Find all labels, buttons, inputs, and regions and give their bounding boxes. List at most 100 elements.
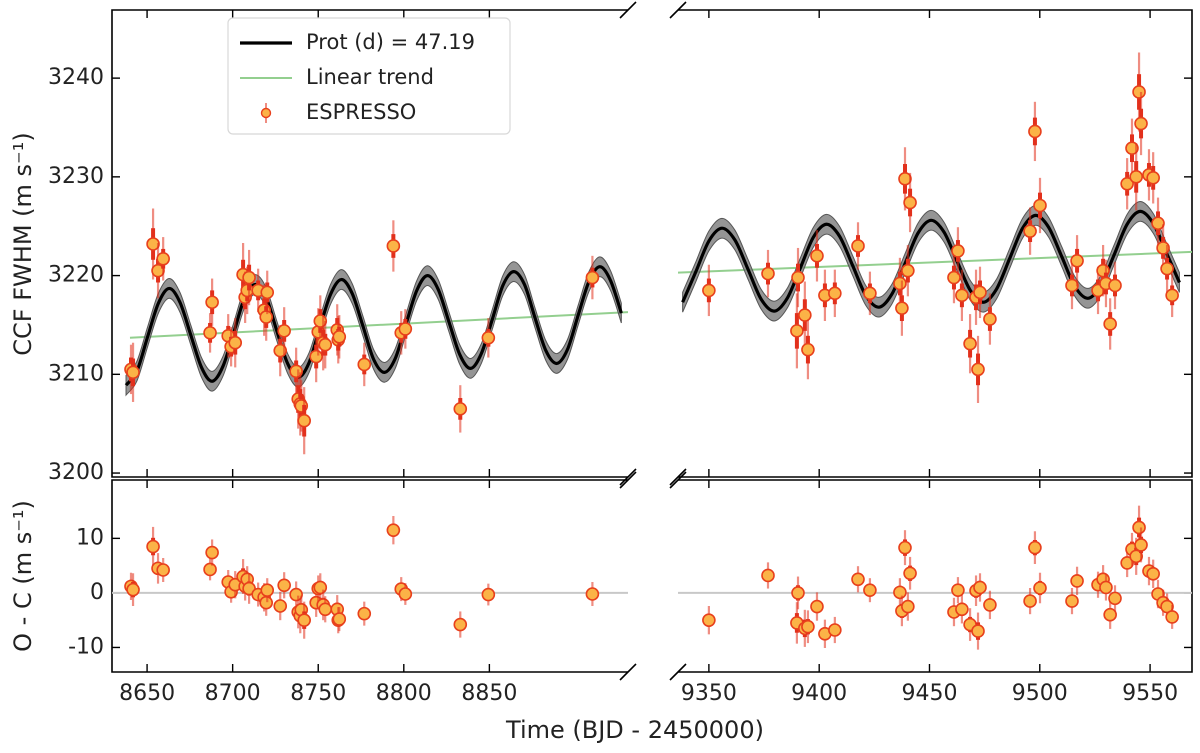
data-point <box>357 606 372 621</box>
data-point <box>1151 216 1165 231</box>
data-point <box>903 566 917 581</box>
y-tick-label: 3210 <box>48 361 104 386</box>
data-point <box>898 540 912 555</box>
data-point <box>126 365 140 380</box>
y-axis-label: O - C (m s⁻¹) <box>9 500 37 652</box>
data-point <box>1165 288 1179 303</box>
data-point <box>801 619 815 634</box>
y-axis-label: CCF FWHM (m s⁻¹) <box>9 132 37 355</box>
data-point <box>1065 594 1079 608</box>
data-point <box>1108 278 1122 293</box>
data-point <box>798 308 812 322</box>
data-point <box>973 285 987 300</box>
data-point <box>1070 574 1084 588</box>
data-point <box>971 624 985 638</box>
data-point <box>205 545 219 560</box>
data-point <box>481 330 496 345</box>
x-axis-label: Time (BJD - 2450000) <box>505 716 764 744</box>
x-tick-label: 9450 <box>901 681 957 706</box>
data-point <box>1028 540 1042 555</box>
x-tick-label: 8700 <box>205 681 261 706</box>
data-point <box>318 337 333 352</box>
data-point <box>955 602 969 617</box>
data-point <box>313 580 328 595</box>
data-point <box>893 585 907 600</box>
data-point <box>963 336 977 351</box>
axis-break <box>619 663 637 681</box>
data-point <box>863 583 877 597</box>
data-point <box>1108 591 1122 606</box>
ticks: 8650 8700 8750 8800 8850 9350 9400 9450 9500 9550… <box>48 10 1192 706</box>
data-point <box>1160 261 1174 276</box>
data-point <box>761 266 775 281</box>
data-point <box>318 602 333 617</box>
data-point <box>983 598 997 612</box>
data-point <box>828 286 842 301</box>
panel <box>678 505 1192 650</box>
data-point <box>332 612 347 626</box>
panel <box>124 208 628 455</box>
data-point <box>1134 538 1148 552</box>
data-point <box>1146 171 1160 185</box>
data-point <box>1099 580 1113 595</box>
data-point <box>1132 85 1146 99</box>
data-point <box>1023 224 1037 238</box>
data-point <box>1023 594 1037 608</box>
x-tick-label: 8800 <box>376 681 432 706</box>
legend-label: Prot (d) = 47.19 <box>306 30 475 54</box>
data-point <box>1165 610 1179 624</box>
data-point <box>156 252 170 266</box>
data-point <box>791 586 805 600</box>
legend-swatch <box>260 107 272 119</box>
data-point <box>453 617 468 632</box>
data-point <box>810 249 824 263</box>
data-point <box>810 599 824 614</box>
data-point <box>983 312 997 326</box>
data-point <box>702 283 716 298</box>
axes-spine <box>678 479 1193 673</box>
axis-break <box>669 1 687 19</box>
data-point <box>1134 116 1148 131</box>
data-point <box>951 583 965 597</box>
data-point <box>901 263 915 278</box>
x-tick-label: 8750 <box>290 681 346 706</box>
data-point <box>260 583 275 597</box>
data-point <box>903 195 917 210</box>
data-point <box>277 578 291 593</box>
data-point <box>702 613 716 627</box>
legend-label: Linear trend <box>306 65 434 89</box>
data-point <box>1033 581 1047 595</box>
axes-spine <box>111 479 628 673</box>
data-point <box>1129 549 1143 564</box>
axis-break <box>669 471 687 489</box>
data-point <box>851 572 865 587</box>
data-point <box>297 613 311 627</box>
data-point <box>791 270 805 285</box>
data-point <box>273 599 288 613</box>
x-tick-label: 8650 <box>119 681 175 706</box>
data-point <box>203 326 217 340</box>
data-point <box>297 413 311 428</box>
y-tick-label: 3230 <box>48 164 104 189</box>
data-point <box>1125 141 1139 156</box>
data-point <box>398 587 413 601</box>
y-tick-label: 0 <box>90 580 104 605</box>
data-point <box>973 580 987 595</box>
data-point <box>481 587 496 602</box>
legend: Prot (d) = 47.19 Linear trend ESPRESSO <box>227 17 511 135</box>
data-point <box>1132 520 1146 535</box>
data-point <box>453 402 468 416</box>
data-point <box>242 270 256 285</box>
axis-break <box>619 468 637 486</box>
axis-break <box>669 663 687 681</box>
data-point <box>585 587 600 601</box>
data-point <box>386 239 401 253</box>
panel <box>678 52 1192 403</box>
data-point <box>126 582 140 597</box>
y-tick-label: 3200 <box>48 460 104 485</box>
data-point <box>1146 567 1160 581</box>
legend-box <box>227 17 511 135</box>
data-point <box>146 539 160 554</box>
